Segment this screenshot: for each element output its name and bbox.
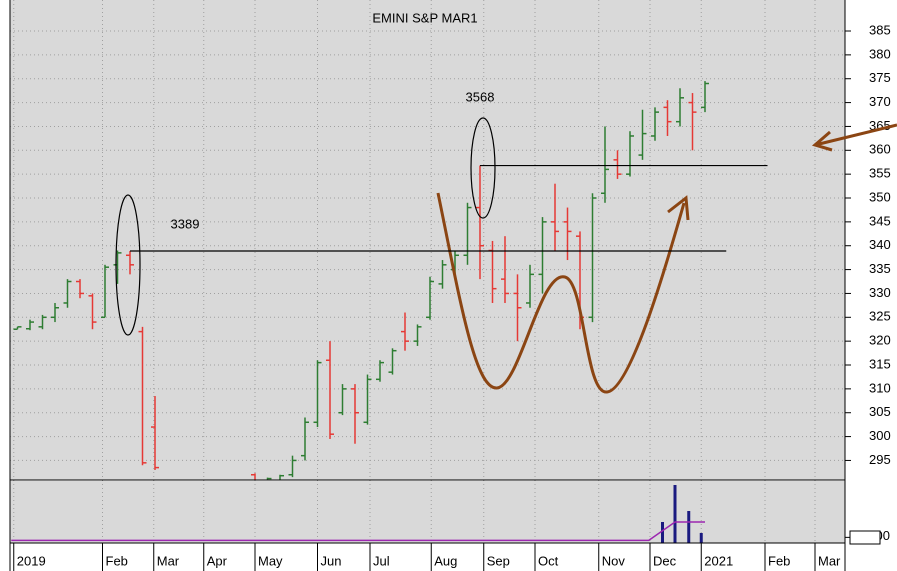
y-tick-label: 310 xyxy=(869,380,891,395)
x-tick-label: 2019 xyxy=(17,553,46,568)
y-tick-label: 335 xyxy=(869,261,891,276)
volume-line xyxy=(11,521,705,542)
y-tick-label: 355 xyxy=(869,166,891,181)
ellipse xyxy=(470,117,496,219)
y-tick-label: 330 xyxy=(869,285,891,300)
x-tick-label: Sep xyxy=(487,553,510,568)
x-tick-label: 2021 xyxy=(704,553,733,568)
x-tick-label: Aug xyxy=(434,553,457,568)
price-marks xyxy=(13,81,709,480)
arrow-head xyxy=(667,195,690,221)
y-tick-label: 320 xyxy=(869,333,891,348)
ellipse xyxy=(115,194,141,336)
w-pattern xyxy=(436,192,686,394)
y-tick-label: 375 xyxy=(869,70,891,85)
volume-marks xyxy=(11,485,705,543)
x-tick-label: Apr xyxy=(207,553,228,568)
x-tick-label: Nov xyxy=(602,553,626,568)
volume-panel xyxy=(10,481,845,543)
y-tick-label: 345 xyxy=(869,213,891,228)
y-tick-label: 295 xyxy=(869,452,891,467)
y-tick-label: 370 xyxy=(869,94,891,109)
chart-title: EMINI S&P MAR1 xyxy=(372,10,477,25)
grid xyxy=(10,0,845,543)
y-tick-label: 360 xyxy=(869,142,891,157)
y-tick-label: 380 xyxy=(869,46,891,61)
annotation-label: 3389 xyxy=(171,216,200,231)
y-tick-label: 300 xyxy=(869,428,891,443)
x-tick-label: Mar xyxy=(157,553,180,568)
unit-box xyxy=(849,530,881,545)
x-tick-label: Oct xyxy=(538,553,559,568)
x-tick-label: Mar xyxy=(818,553,841,568)
x-axis-strip xyxy=(10,543,845,571)
y-tick-label: 325 xyxy=(869,309,891,324)
x-tick-label: Feb xyxy=(106,553,128,568)
y-tick-label: 305 xyxy=(869,404,891,419)
annotation-label: 3568 xyxy=(466,89,495,104)
y-tick-label: 340 xyxy=(869,237,891,252)
y-tick-label: 350 xyxy=(869,189,891,204)
x-tick-label: Jul xyxy=(373,553,390,568)
price-panel xyxy=(10,0,845,480)
x-tick-label: May xyxy=(258,553,283,568)
axes: 295 300 305 310 315 320 325 330 335 340 345 350 355 3… xyxy=(13,22,891,571)
x-tick-label: Jun xyxy=(321,553,342,568)
y-tick-label: 385 xyxy=(869,22,891,37)
x-tick-label: Feb xyxy=(768,553,790,568)
x-tick-label: Dec xyxy=(653,553,677,568)
arrow xyxy=(811,123,897,152)
y-tick-label: 315 xyxy=(869,356,891,371)
